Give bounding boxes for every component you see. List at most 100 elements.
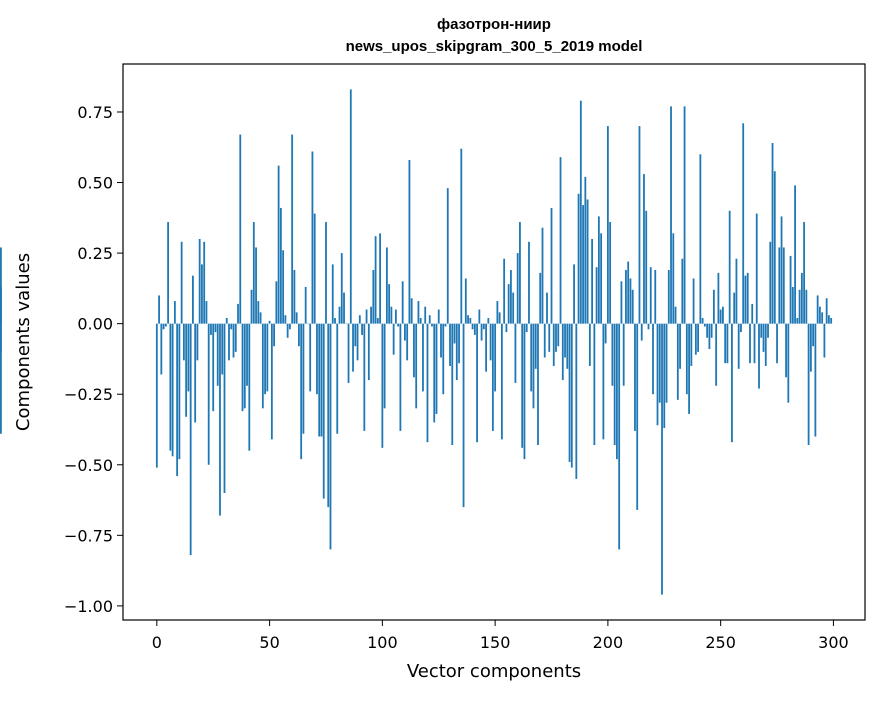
bar xyxy=(309,324,311,392)
bar xyxy=(792,287,794,324)
bar xyxy=(790,256,792,324)
bar xyxy=(165,324,167,327)
bar xyxy=(433,324,435,423)
bar xyxy=(652,324,654,395)
bar xyxy=(663,324,665,428)
bar xyxy=(501,324,503,440)
bar xyxy=(404,324,406,341)
bar xyxy=(454,324,456,344)
x-tick-label: 300 xyxy=(818,633,849,652)
bar xyxy=(280,208,282,324)
bar xyxy=(706,324,708,338)
bar xyxy=(467,315,469,323)
bar xyxy=(722,307,724,324)
bar xyxy=(573,264,575,323)
bar xyxy=(460,149,462,324)
bar xyxy=(269,321,271,324)
bar xyxy=(562,324,564,380)
bar xyxy=(445,324,447,327)
bar xyxy=(278,166,280,324)
bar xyxy=(783,247,785,323)
bar xyxy=(289,324,291,330)
bar xyxy=(228,324,230,361)
bar xyxy=(163,324,165,330)
y-axis-ticks: −1.00−0.75−0.50−0.250.000.250.500.75 xyxy=(64,103,123,616)
x-axis-label: Vector components xyxy=(407,661,581,682)
bar xyxy=(494,324,496,392)
bar xyxy=(630,279,632,324)
bar xyxy=(255,247,257,323)
bar xyxy=(312,151,314,323)
x-tick-label: 0 xyxy=(152,633,162,652)
bar xyxy=(348,324,350,383)
x-tick-label: 50 xyxy=(259,633,279,652)
bar xyxy=(438,310,440,324)
bar xyxy=(248,324,250,451)
bar xyxy=(670,106,672,323)
bar xyxy=(584,177,586,324)
bar xyxy=(805,290,807,324)
bar xyxy=(812,324,814,347)
bar xyxy=(517,253,519,324)
bar xyxy=(246,324,248,386)
bar xyxy=(785,324,787,378)
x-tick-label: 150 xyxy=(480,633,511,652)
bar xyxy=(731,324,733,443)
bar xyxy=(508,284,510,324)
bar xyxy=(485,324,487,372)
bar xyxy=(621,281,623,323)
bar xyxy=(548,324,550,352)
bar xyxy=(736,259,738,324)
bar xyxy=(796,318,798,324)
bar xyxy=(515,324,517,383)
bar xyxy=(427,324,429,443)
bar xyxy=(512,293,514,324)
bar xyxy=(372,270,374,324)
bar xyxy=(650,267,652,323)
bar xyxy=(589,324,591,366)
bar xyxy=(174,301,176,324)
bar xyxy=(521,324,523,448)
bar xyxy=(623,324,625,386)
bar-series xyxy=(0,89,832,594)
bar xyxy=(379,233,381,323)
bar xyxy=(388,284,390,324)
bar xyxy=(602,324,604,440)
bar xyxy=(519,222,521,324)
bar xyxy=(742,123,744,323)
y-tick-label: −0.50 xyxy=(64,456,113,475)
bar xyxy=(510,270,512,324)
bar xyxy=(708,324,710,349)
bar xyxy=(386,247,388,323)
bar xyxy=(704,324,706,327)
bar xyxy=(684,106,686,323)
bar xyxy=(158,295,160,323)
chart-title: фазотрон-ниир xyxy=(437,16,551,33)
bar xyxy=(197,324,199,361)
bar xyxy=(316,324,318,395)
bar xyxy=(224,324,226,493)
bar xyxy=(212,324,214,411)
bar xyxy=(661,324,663,595)
bar xyxy=(546,293,548,324)
bar xyxy=(593,324,595,445)
bar xyxy=(183,324,185,361)
bar xyxy=(627,262,629,324)
bar xyxy=(711,324,713,338)
bar xyxy=(720,310,722,324)
bar xyxy=(557,324,559,347)
bar xyxy=(490,324,492,361)
bar xyxy=(235,324,237,352)
bar xyxy=(580,101,582,324)
bar xyxy=(203,242,205,324)
bar xyxy=(481,324,483,341)
bar xyxy=(596,267,598,323)
bar xyxy=(370,307,372,324)
bar xyxy=(381,324,383,448)
bar xyxy=(598,216,600,323)
bar xyxy=(469,318,471,324)
bar xyxy=(188,324,190,392)
bar xyxy=(675,307,677,324)
bar xyxy=(533,324,535,409)
bar xyxy=(699,154,701,323)
